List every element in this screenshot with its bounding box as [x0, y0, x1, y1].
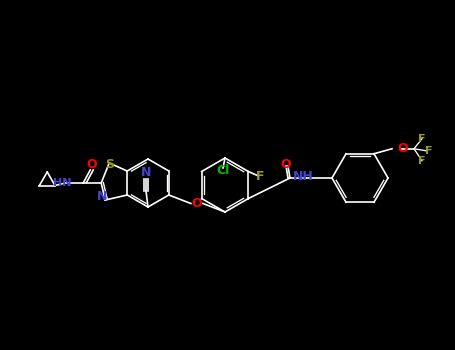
Text: O: O: [86, 159, 96, 172]
Text: F: F: [418, 156, 426, 166]
Text: N: N: [97, 189, 107, 203]
Text: N: N: [141, 167, 151, 180]
Text: O: O: [397, 142, 408, 155]
Text: F: F: [418, 134, 426, 144]
Text: S: S: [105, 159, 114, 172]
Text: Cl: Cl: [217, 164, 230, 177]
Text: HN: HN: [53, 178, 71, 188]
Text: O: O: [281, 158, 291, 170]
Text: O: O: [192, 197, 202, 210]
Text: F: F: [425, 146, 433, 156]
Text: NH: NH: [293, 169, 314, 182]
Text: F: F: [256, 170, 265, 183]
